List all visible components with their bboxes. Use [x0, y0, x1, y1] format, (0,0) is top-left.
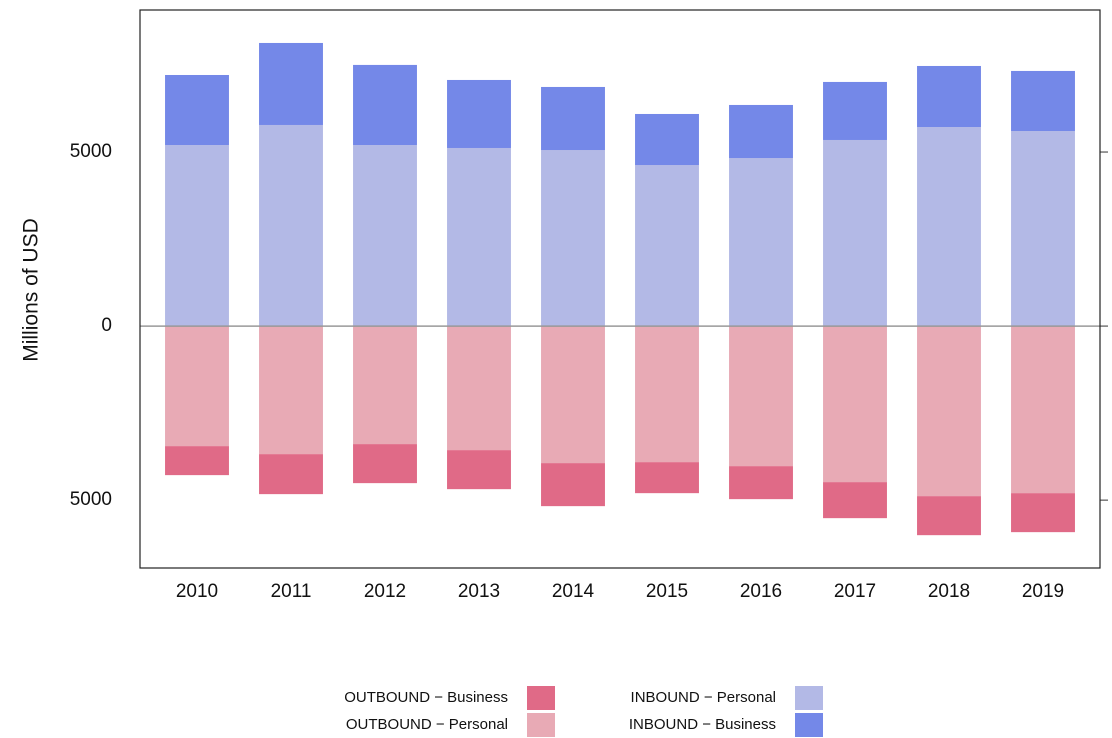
bar-segment: [447, 147, 511, 327]
bar-segment: [823, 482, 887, 519]
bar-segment: [1011, 70, 1075, 131]
bar-segment: [917, 126, 981, 327]
bar-segment: [823, 81, 887, 140]
bar-segment: [353, 444, 417, 484]
bar-segment: [259, 124, 323, 327]
x-tick-label: 2018: [928, 581, 970, 602]
legend-label: INBOUND − Business: [629, 716, 776, 733]
legend-swatch: [527, 686, 555, 710]
bar-segment: [447, 79, 511, 148]
bar-segment: [259, 454, 323, 495]
bar-segment: [165, 74, 229, 145]
x-tick-label: 2014: [552, 581, 595, 602]
plot-frame: [139, 9, 1101, 569]
bar-segment: [447, 450, 511, 490]
bar-segment: [1011, 326, 1075, 494]
bar-segment: [635, 326, 699, 463]
legend-label: OUTBOUND − Business: [344, 689, 508, 706]
bar-segment: [447, 326, 511, 451]
bar-segment: [729, 326, 793, 467]
bar-segment: [353, 326, 417, 445]
legend-swatch: [795, 713, 823, 737]
y-tick-label: 0: [101, 315, 112, 336]
bar-segment: [729, 158, 793, 327]
bar-segment: [165, 446, 229, 476]
legend-swatch: [795, 686, 823, 710]
legend-label: INBOUND − Personal: [631, 689, 776, 706]
bar-segment: [353, 64, 417, 145]
bar-segment: [165, 144, 229, 327]
x-tick-label: 2010: [176, 581, 218, 602]
bar-segment: [823, 139, 887, 327]
bar-segment: [1011, 130, 1075, 327]
bar-segment: [353, 144, 417, 327]
bar-segment: [541, 463, 605, 507]
bar-segment: [541, 86, 605, 151]
bar-segment: [635, 462, 699, 494]
bar-segment: [541, 326, 605, 464]
x-tick-label: 2012: [364, 581, 406, 602]
x-tick-label: 2017: [834, 581, 876, 602]
x-tick-label: 2019: [1022, 581, 1064, 602]
x-tick-label: 2016: [740, 581, 782, 602]
bar-segment: [917, 65, 981, 127]
legend-label: OUTBOUND − Personal: [346, 716, 508, 733]
bar-segment: [259, 42, 323, 125]
y-axis-label: Millions of USD: [20, 218, 43, 362]
x-tick-label: 2015: [646, 581, 688, 602]
y-tick-label: 5000: [70, 141, 112, 162]
bar-segment: [635, 113, 699, 166]
bar-segment: [729, 466, 793, 500]
x-tick-label: 2013: [458, 581, 500, 602]
bar-segment: [917, 326, 981, 497]
y-tick-label: 5000: [70, 489, 112, 510]
bar-segment: [729, 104, 793, 159]
bar-segment: [1011, 493, 1075, 533]
bar-segment: [541, 150, 605, 327]
x-tick-label: 2011: [271, 581, 312, 602]
bar-segment: [165, 326, 229, 447]
bar-segment: [635, 165, 699, 327]
bar-segment: [917, 496, 981, 536]
bar-segment: [823, 326, 887, 483]
legend-swatch: [527, 713, 555, 737]
bar-segment: [259, 326, 323, 455]
